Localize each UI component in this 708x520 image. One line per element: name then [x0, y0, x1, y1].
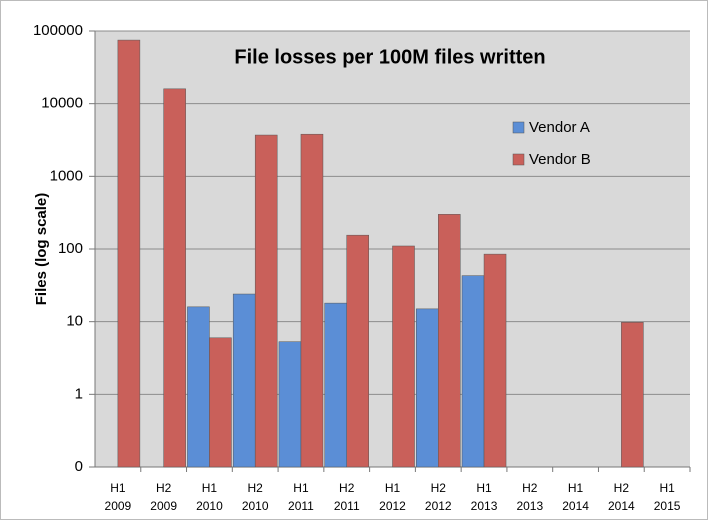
x-tick-label: H2 2013 [516, 481, 543, 513]
x-tick-label: H1 2015 [654, 481, 681, 513]
bar [392, 245, 415, 468]
x-tick-label: H1 2013 [471, 481, 498, 513]
bar [163, 88, 186, 468]
y-tick-label: 0 [75, 458, 83, 475]
bar [461, 275, 485, 468]
y-tick-label: 100 [58, 240, 83, 257]
x-tick-label: H2 2011 [334, 481, 360, 513]
x-tick-label: H2 2012 [425, 481, 452, 513]
bar [117, 39, 141, 468]
bar [621, 322, 644, 468]
legend-label: Vendor A [529, 119, 590, 136]
bar [483, 253, 507, 468]
x-tick-label: H2 2014 [608, 481, 635, 513]
y-tick-label: 1000 [50, 167, 83, 184]
bar [232, 293, 256, 468]
bar [416, 308, 439, 468]
y-tick-label: 100000 [33, 22, 83, 39]
x-tick-label: H2 2009 [150, 481, 177, 513]
bar [300, 133, 324, 468]
bar [209, 337, 232, 468]
y-axis-label: Files (log scale) [33, 193, 50, 306]
x-tick-label: H2 2010 [242, 481, 269, 513]
x-tick-label: H1 2014 [562, 481, 589, 513]
legend-swatch [512, 121, 525, 134]
y-tick-label: 10000 [41, 95, 83, 112]
x-tick-label: H1 2012 [379, 481, 406, 513]
legend-label: Vendor B [529, 151, 591, 168]
x-tick-label: H1 2011 [288, 481, 314, 513]
bar [438, 214, 461, 468]
bar [187, 306, 210, 468]
bar [254, 134, 278, 468]
legend-swatch [512, 153, 525, 166]
x-tick-label: H1 2009 [105, 481, 132, 513]
bar [324, 302, 347, 468]
y-tick-label: 1 [75, 385, 83, 402]
x-tick-label: H1 2010 [196, 481, 223, 513]
bar [278, 341, 302, 468]
chart-title: File losses per 100M files written [234, 46, 545, 68]
bar [346, 234, 369, 468]
y-tick-label: 10 [66, 313, 83, 330]
